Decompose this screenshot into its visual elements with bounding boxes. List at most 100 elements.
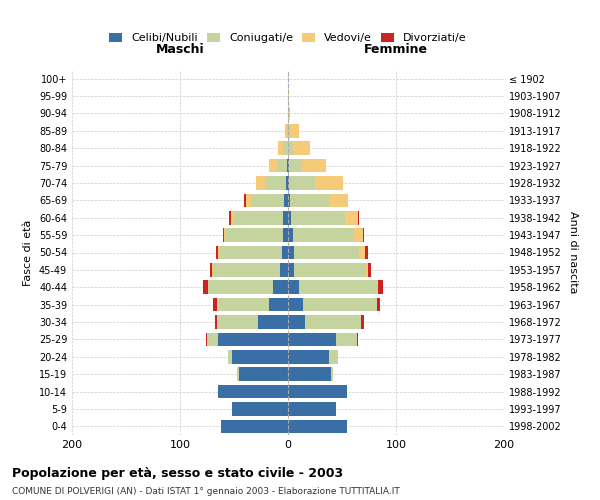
Bar	[293, 142, 310, 155]
Bar	[214, 298, 217, 312]
Bar	[217, 315, 258, 329]
Bar	[299, 280, 377, 294]
Bar	[203, 280, 208, 294]
Bar	[305, 315, 361, 329]
Bar	[290, 124, 299, 138]
Bar	[288, 263, 295, 276]
Bar	[215, 246, 218, 260]
Bar	[377, 280, 383, 294]
Bar	[345, 211, 358, 224]
Bar	[229, 211, 231, 224]
Bar	[269, 159, 277, 172]
Bar	[283, 211, 288, 224]
Bar	[288, 106, 290, 120]
Bar	[288, 124, 290, 138]
Bar	[231, 211, 234, 224]
Bar	[215, 315, 217, 329]
Bar	[286, 176, 288, 190]
Text: Popolazione per età, sesso e stato civile - 2003: Popolazione per età, sesso e stato civil…	[12, 468, 343, 480]
Bar	[219, 246, 281, 260]
Bar	[227, 350, 232, 364]
Bar	[291, 211, 345, 224]
Bar	[288, 159, 289, 172]
Bar	[212, 263, 214, 276]
Bar	[218, 246, 219, 260]
Bar	[287, 159, 288, 172]
Bar	[283, 142, 288, 155]
Bar	[218, 385, 288, 398]
Bar	[232, 350, 288, 364]
Bar	[288, 194, 290, 207]
Bar	[277, 159, 287, 172]
Bar	[362, 228, 364, 242]
Bar	[288, 246, 295, 260]
Bar	[206, 332, 207, 346]
Bar	[358, 211, 359, 224]
Bar	[295, 246, 359, 260]
Bar	[288, 298, 303, 312]
Bar	[256, 176, 266, 190]
Bar	[280, 263, 288, 276]
Bar	[239, 368, 288, 381]
Bar	[258, 315, 288, 329]
Bar	[273, 280, 288, 294]
Bar	[335, 332, 357, 346]
Bar	[288, 228, 293, 242]
Bar	[284, 194, 288, 207]
Bar	[287, 124, 288, 138]
Bar	[289, 176, 315, 190]
Bar	[302, 159, 326, 172]
Bar	[331, 368, 334, 381]
Legend: Celibi/Nubili, Coniugati/e, Vedovi/e, Divorziati/e: Celibi/Nubili, Coniugati/e, Vedovi/e, Di…	[105, 28, 471, 48]
Text: Maschi: Maschi	[155, 43, 205, 56]
Bar	[366, 263, 368, 276]
Bar	[329, 350, 338, 364]
Bar	[234, 211, 283, 224]
Bar	[237, 368, 239, 381]
Bar	[288, 142, 293, 155]
Bar	[281, 246, 288, 260]
Bar	[232, 402, 288, 415]
Bar	[368, 263, 371, 276]
Text: COMUNE DI POLVERIGI (AN) - Dati ISTAT 1° gennaio 2003 - Elaborazione TUTTITALIA.: COMUNE DI POLVERIGI (AN) - Dati ISTAT 1°…	[12, 488, 400, 496]
Bar	[246, 194, 251, 207]
Bar	[288, 420, 347, 433]
Bar	[278, 142, 283, 155]
Bar	[288, 385, 347, 398]
Bar	[244, 194, 246, 207]
Bar	[269, 298, 288, 312]
Bar	[288, 315, 305, 329]
Bar	[288, 176, 289, 190]
Bar	[303, 298, 377, 312]
Bar	[293, 228, 354, 242]
Y-axis label: Fasce di età: Fasce di età	[23, 220, 33, 286]
Bar	[329, 194, 349, 207]
Bar	[288, 402, 335, 415]
Bar	[288, 90, 289, 103]
Bar	[285, 124, 287, 138]
Bar	[377, 298, 380, 312]
Bar	[288, 350, 329, 364]
Bar	[288, 368, 331, 381]
Bar	[295, 263, 366, 276]
Bar	[315, 176, 343, 190]
Bar	[221, 420, 288, 433]
Bar	[359, 246, 365, 260]
Bar	[288, 211, 291, 224]
Bar	[288, 332, 335, 346]
Bar	[223, 228, 224, 242]
Bar	[354, 228, 362, 242]
Bar	[208, 280, 273, 294]
Bar	[251, 194, 284, 207]
Bar	[210, 263, 212, 276]
Bar	[288, 280, 299, 294]
Bar	[290, 194, 329, 207]
Y-axis label: Anni di nascita: Anni di nascita	[568, 211, 578, 294]
Bar	[218, 332, 288, 346]
Bar	[207, 332, 218, 346]
Bar	[214, 263, 280, 276]
Bar	[365, 246, 368, 260]
Bar	[357, 332, 358, 346]
Bar	[217, 298, 269, 312]
Bar	[361, 315, 364, 329]
